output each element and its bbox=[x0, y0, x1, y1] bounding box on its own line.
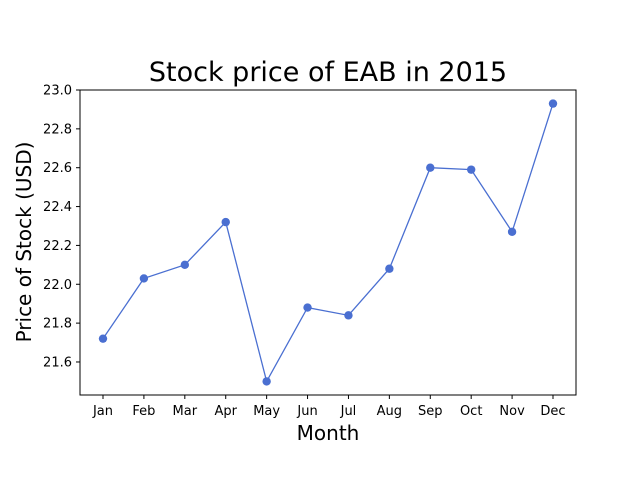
x-tick-label: Jul bbox=[340, 404, 357, 419]
y-axis-label: Price of Stock (USD) bbox=[12, 142, 36, 343]
data-point bbox=[507, 227, 517, 237]
x-tick-label: Apr bbox=[214, 404, 237, 419]
plot-frame bbox=[79, 89, 577, 396]
data-point bbox=[466, 165, 476, 174]
y-tick-label: 22.2 bbox=[43, 239, 72, 254]
x-tick-label: Oct bbox=[460, 404, 482, 419]
series-line bbox=[102, 103, 554, 384]
x-tick-label: Jan bbox=[92, 404, 113, 419]
y-tick-label: 21.6 bbox=[43, 355, 72, 370]
data-point bbox=[98, 334, 108, 343]
x-axis-label: Month bbox=[297, 421, 360, 445]
data-point bbox=[303, 303, 312, 312]
data-point bbox=[344, 311, 353, 320]
data-point bbox=[426, 163, 435, 172]
y-tick-label: 22.4 bbox=[43, 200, 72, 215]
data-point bbox=[262, 377, 271, 386]
x-tick-label: Sep bbox=[418, 404, 443, 419]
chart-title: Stock price of EAB in 2015 bbox=[149, 57, 507, 88]
y-tick-label: 21.8 bbox=[43, 317, 72, 332]
data-point bbox=[548, 99, 558, 108]
x-tick-label: Mar bbox=[173, 404, 198, 419]
data-point bbox=[221, 217, 230, 227]
y-tick-label: 22.6 bbox=[43, 161, 72, 176]
x-tick-label: Aug bbox=[377, 404, 402, 419]
x-tick-label: Jun bbox=[296, 404, 317, 419]
data-point bbox=[139, 274, 149, 283]
plot-area: 21.6 21.8 22.0 22.2 22.4 22.6 22.8 23.0 Jan Feb Ma… bbox=[43, 84, 566, 420]
data-point bbox=[385, 264, 394, 273]
y-tick-label: 23.0 bbox=[43, 84, 72, 99]
x-tick-label: Nov bbox=[499, 404, 525, 419]
y-tick-label: 22.8 bbox=[43, 122, 72, 137]
y-tick-label: 22.0 bbox=[43, 278, 72, 293]
x-tick-label: Dec bbox=[540, 404, 565, 419]
data-point bbox=[180, 260, 190, 270]
x-tick-label: May bbox=[253, 404, 280, 419]
x-tick-label: Feb bbox=[132, 404, 155, 419]
